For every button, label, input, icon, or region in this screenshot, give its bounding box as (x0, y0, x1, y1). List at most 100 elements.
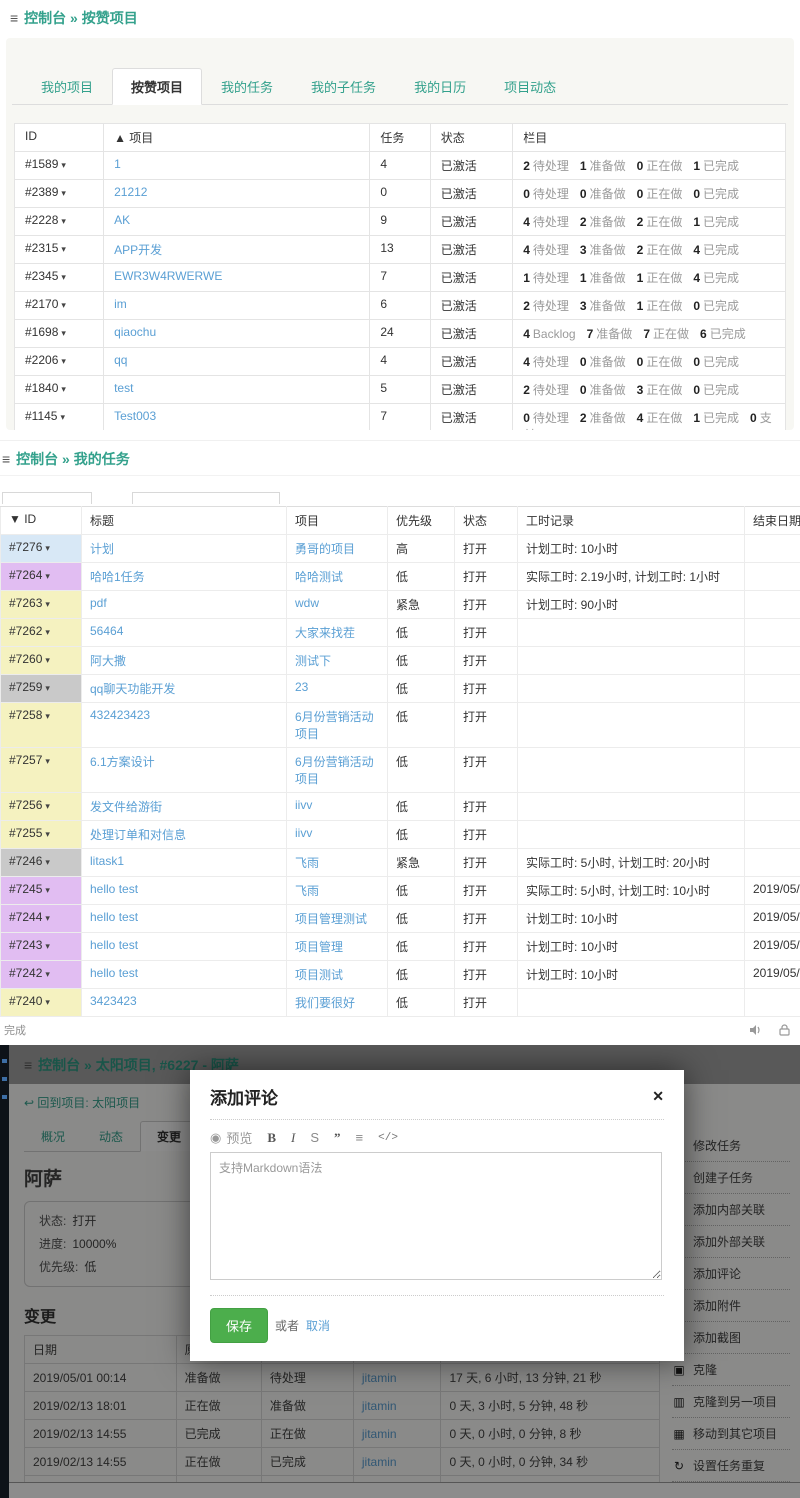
strikethrough-button[interactable]: S (310, 1130, 319, 1145)
project-link[interactable]: test (114, 381, 133, 395)
task-link[interactable]: 阿大撒 (90, 654, 126, 668)
column-header[interactable]: 标题 (82, 507, 287, 535)
task-link[interactable]: hello test (90, 910, 138, 924)
task-id-dropdown[interactable]: #7276▾ (1, 535, 82, 563)
project-id-dropdown[interactable]: #2345▾ (15, 264, 104, 292)
preview-button[interactable]: ◉预览 (210, 1128, 252, 1147)
project-id-dropdown[interactable]: #2389▾ (15, 180, 104, 208)
task-id-dropdown[interactable]: #7259▾ (1, 675, 82, 703)
project-link[interactable]: 23 (295, 680, 308, 694)
italic-button[interactable]: I (291, 1130, 295, 1146)
column-header[interactable]: 栏目 (513, 124, 786, 152)
task-link[interactable]: hello test (90, 882, 138, 896)
code-button[interactable]: </> (378, 1132, 398, 1144)
column-header[interactable]: 优先级 (388, 507, 455, 535)
column-header[interactable]: ▲ 项目 (104, 124, 370, 152)
project-link[interactable]: im (114, 297, 127, 311)
column-header[interactable]: 状态 (455, 507, 518, 535)
task-link[interactable]: qq聊天功能开发 (90, 682, 175, 696)
task-id-dropdown[interactable]: #7240▾ (1, 989, 82, 1017)
task-link[interactable]: pdf (90, 596, 107, 610)
task-link[interactable]: hello test (90, 938, 138, 952)
task-id-dropdown[interactable]: #7245▾ (1, 877, 82, 905)
project-link[interactable]: 飞雨 (295, 856, 319, 870)
task-link[interactable]: hello test (90, 966, 138, 980)
project-link[interactable]: AK (114, 213, 130, 227)
close-icon[interactable]: ✕ (652, 1088, 664, 1105)
column-header[interactable]: 状态 (430, 124, 512, 152)
task-id-dropdown[interactable]: #7262▾ (1, 619, 82, 647)
project-link[interactable]: 飞雨 (295, 884, 319, 898)
task-link[interactable]: 432423423 (90, 708, 150, 722)
menu-icon[interactable]: ≡ (2, 451, 10, 467)
quote-button[interactable]: ” (334, 1130, 341, 1146)
save-button[interactable]: 保存 (210, 1308, 268, 1343)
project-id-dropdown[interactable]: #2206▾ (15, 348, 104, 376)
tab-项目动态[interactable]: 项目动态 (485, 68, 575, 105)
project-link[interactable]: wdw (295, 596, 319, 610)
unordered-list-button[interactable]: ≡ (356, 1130, 364, 1145)
project-link[interactable]: iivv (295, 798, 312, 812)
column-header[interactable]: 结束日期 (745, 507, 800, 535)
comment-textarea[interactable] (210, 1152, 662, 1280)
project-link[interactable]: 6月份营销活动项目 (295, 755, 374, 786)
project-id-dropdown[interactable]: #2315▾ (15, 236, 104, 264)
project-link[interactable]: 21212 (114, 185, 147, 199)
project-link[interactable]: 项目管理测试 (295, 912, 367, 926)
task-link[interactable]: 3423423 (90, 994, 137, 1008)
project-link[interactable]: 我们要很好 (295, 996, 355, 1010)
task-id-dropdown[interactable]: #7264▾ (1, 563, 82, 591)
cancel-link[interactable]: 取消 (306, 1317, 330, 1334)
project-id-dropdown[interactable]: #1589▾ (15, 152, 104, 180)
task-link[interactable]: litask1 (90, 854, 124, 868)
project-id-dropdown[interactable]: #2228▾ (15, 208, 104, 236)
task-id-dropdown[interactable]: #7255▾ (1, 821, 82, 849)
project-link[interactable]: qq (114, 353, 127, 367)
project-link[interactable]: qiaochu (114, 325, 156, 339)
project-link[interactable]: iivv (295, 826, 312, 840)
menu-icon[interactable]: ≡ (10, 10, 18, 26)
tab-按赞项目[interactable]: 按赞项目 (112, 68, 202, 105)
project-link[interactable]: 测试下 (295, 654, 331, 668)
lock-icon[interactable] (779, 1024, 790, 1036)
task-id-dropdown[interactable]: #7258▾ (1, 703, 82, 748)
task-id-dropdown[interactable]: #7256▾ (1, 793, 82, 821)
project-link[interactable]: 1 (114, 157, 121, 171)
project-link[interactable]: 大家来找茬 (295, 626, 355, 640)
task-id-dropdown[interactable]: #7242▾ (1, 961, 82, 989)
task-link[interactable]: 6.1方案设计 (90, 755, 155, 769)
project-id-dropdown[interactable]: #1698▾ (15, 320, 104, 348)
project-id-dropdown[interactable]: #2170▾ (15, 292, 104, 320)
project-link[interactable]: APP开发 (114, 243, 162, 257)
column-header[interactable]: ▼ ID (1, 507, 82, 535)
project-link[interactable]: 项目测试 (295, 968, 343, 982)
task-link[interactable]: 计划 (90, 542, 114, 556)
task-id-dropdown[interactable]: #7260▾ (1, 647, 82, 675)
task-id-dropdown[interactable]: #7243▾ (1, 933, 82, 961)
column-header[interactable]: ID (15, 124, 104, 152)
task-link[interactable]: 处理订单和对信息 (90, 828, 186, 842)
task-id-dropdown[interactable]: #7244▾ (1, 905, 82, 933)
project-link[interactable]: Test003 (114, 409, 156, 423)
column-header[interactable]: 工时记录 (518, 507, 745, 535)
project-link[interactable]: 6月份营销活动项目 (295, 710, 374, 741)
project-link[interactable]: EWR3W4RWERWE (114, 269, 222, 283)
project-link[interactable]: 项目管理 (295, 940, 343, 954)
task-id-dropdown[interactable]: #7257▾ (1, 748, 82, 793)
tab-我的项目[interactable]: 我的项目 (22, 68, 112, 105)
bold-button[interactable]: B (267, 1130, 276, 1146)
task-link[interactable]: 发文件给游街 (90, 800, 162, 814)
project-id-dropdown[interactable]: #1145▾ (15, 404, 104, 431)
column-header[interactable]: 任务 (370, 124, 430, 152)
column-header[interactable]: 项目 (287, 507, 388, 535)
project-link[interactable]: 哈哈测试 (295, 570, 343, 584)
project-id-dropdown[interactable]: #1840▾ (15, 376, 104, 404)
tab-我的任务[interactable]: 我的任务 (202, 68, 292, 105)
task-id-dropdown[interactable]: #7246▾ (1, 849, 82, 877)
tab-我的子任务[interactable]: 我的子任务 (292, 68, 395, 105)
project-link[interactable]: 勇哥的项目 (295, 542, 355, 556)
task-link[interactable]: 哈哈1任务 (90, 570, 145, 584)
task-id-dropdown[interactable]: #7263▾ (1, 591, 82, 619)
task-link[interactable]: 56464 (90, 624, 123, 638)
speaker-icon[interactable] (750, 1024, 763, 1036)
